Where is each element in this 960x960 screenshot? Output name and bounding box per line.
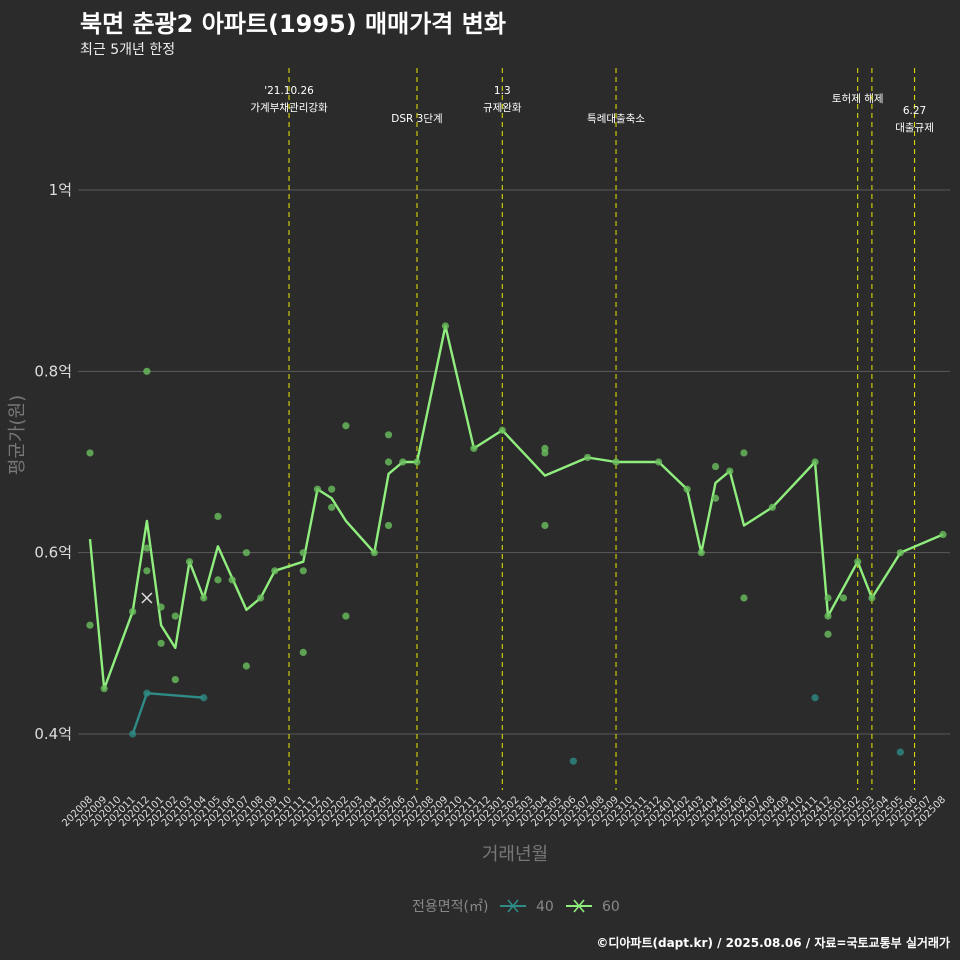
data-point-60 [541, 449, 549, 457]
data-point-60 [711, 494, 720, 502]
event-label: 가계부채관리강화 [250, 102, 328, 114]
data-point-60 [854, 558, 862, 566]
data-point-60 [498, 426, 506, 434]
data-point-60 [839, 594, 848, 602]
data-point-60 [541, 521, 549, 530]
data-point-60 [740, 449, 748, 457]
y-tick-label: 0.4억 [34, 725, 72, 743]
grid-lines [78, 189, 950, 735]
data-point-60 [242, 662, 250, 670]
data-point-60 [413, 458, 421, 466]
data-point-60 [824, 594, 832, 602]
event-label: '21.10.26 [264, 85, 314, 97]
legend-title: 전용면적(㎡) [412, 899, 488, 915]
data-point-60 [740, 594, 748, 602]
data-point-60 [185, 558, 194, 566]
series-layer [86, 322, 947, 765]
event-label: 특례대출축소 [587, 113, 645, 125]
data-point-60 [242, 549, 250, 557]
data-point-60 [441, 322, 450, 330]
data-point-60 [824, 630, 832, 638]
data-point-60 [711, 462, 720, 471]
event-label: 규제완화 [483, 101, 522, 114]
data-point-60 [939, 530, 947, 539]
series-line-40 [131, 692, 204, 735]
data-point-60 [342, 612, 350, 620]
data-point-40 [811, 694, 819, 702]
data-point-60 [384, 521, 393, 530]
event-label: DSR 3단계 [391, 113, 442, 125]
data-point-40 [143, 689, 151, 697]
data-point-60 [328, 485, 336, 493]
data-point-60 [726, 467, 734, 475]
data-point-60 [228, 576, 236, 584]
event-label: 1.3 [494, 85, 511, 97]
data-point-60 [328, 503, 336, 511]
data-point-60 [313, 485, 322, 493]
data-point-60 [384, 458, 393, 466]
data-point-60 [86, 449, 94, 457]
legend-label: 40 [536, 899, 554, 915]
data-point-60 [384, 431, 393, 439]
data-point-60 [299, 648, 307, 657]
data-point-60 [768, 503, 777, 511]
data-point-60 [697, 549, 705, 557]
x-tick-labels: 2020082020092020102020112020122021012021… [60, 794, 948, 829]
data-point-60 [811, 458, 819, 466]
data-point-60 [655, 458, 663, 466]
source-caption: ©디아파트(dapt.kr) / 2025.08.06 / 자료=국토교통부 실… [596, 936, 950, 950]
data-point-60 [157, 603, 165, 611]
data-point-60 [299, 567, 307, 575]
data-point-60 [143, 367, 151, 375]
series-marker-60 [141, 592, 153, 604]
data-point-60 [342, 422, 350, 430]
data-point-60 [824, 612, 832, 620]
data-point-60 [583, 453, 592, 462]
x-axis-title: 거래년월 [482, 844, 548, 865]
y-axis-title: 평균가(원) [7, 395, 28, 475]
data-point-60 [683, 485, 691, 493]
data-point-60 [200, 594, 208, 602]
data-point-40 [200, 694, 208, 702]
data-point-60 [896, 549, 904, 557]
data-point-60 [157, 639, 165, 647]
legend-item-40: 40 [500, 899, 554, 915]
data-point-60 [171, 676, 179, 684]
legend-label: 60 [602, 899, 620, 915]
data-point-60 [214, 576, 222, 584]
data-point-60 [612, 458, 620, 466]
data-point-40 [896, 748, 904, 756]
series-line-60 [88, 324, 944, 690]
data-point-40 [129, 730, 137, 738]
data-point-60 [143, 567, 151, 575]
data-point-60 [868, 594, 876, 602]
data-point-60 [257, 594, 265, 602]
event-label: 대출규제 [895, 122, 934, 134]
y-tick-label: 0.6억 [34, 544, 72, 562]
chart-subtitle: 최근 5개년 한정 [80, 42, 176, 58]
legend: 전용면적(㎡) 40 60 [412, 899, 620, 915]
data-point-40 [569, 757, 577, 765]
data-point-60 [271, 567, 279, 575]
data-point-60 [171, 612, 179, 620]
data-point-60 [370, 549, 378, 557]
data-point-60 [100, 685, 108, 693]
y-tick-labels: 0.4억 0.6억 0.8억 1억 [34, 181, 72, 743]
data-point-60 [470, 444, 478, 452]
data-point-60 [399, 458, 407, 466]
event-label: 토허제 해제 [832, 92, 884, 105]
data-point-60 [143, 544, 151, 552]
y-tick-label: 1억 [49, 181, 72, 199]
data-point-60 [214, 512, 222, 521]
legend-item-60: 60 [566, 899, 620, 915]
chart-title: 북면 춘광2 아파트(1995) 매매가격 변화 [80, 10, 506, 38]
event-label: 6.27 [903, 105, 926, 117]
y-tick-label: 0.8억 [34, 362, 72, 380]
data-point-60 [129, 608, 137, 616]
data-point-60 [86, 621, 94, 629]
data-point-60 [299, 549, 307, 557]
